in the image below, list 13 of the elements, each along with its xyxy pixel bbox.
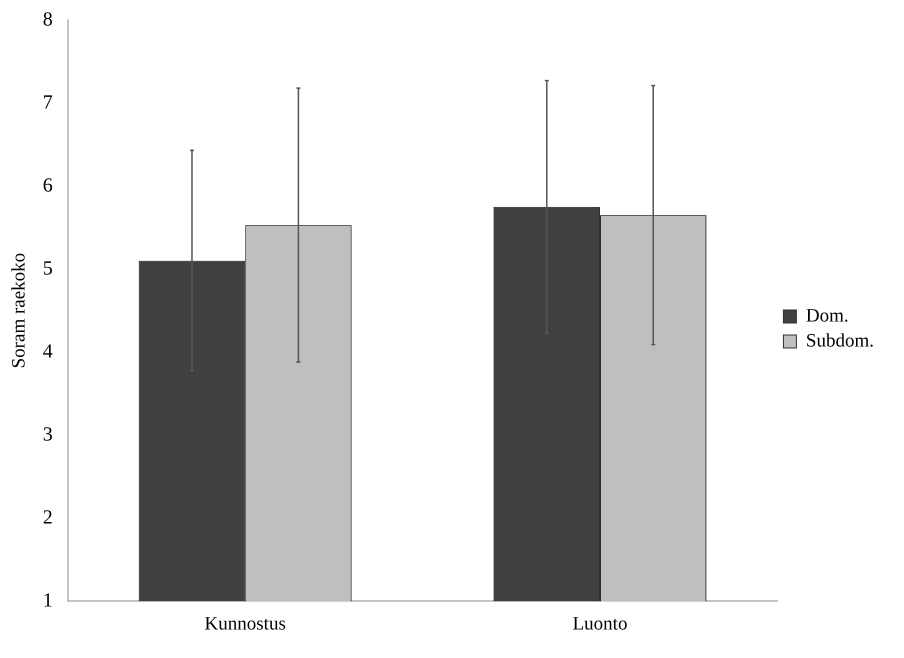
y-tick-label: 3: [42, 423, 53, 446]
legend-label: Subdom.: [806, 330, 874, 352]
y-tick-label: 5: [42, 257, 53, 280]
y-tick-label: 7: [42, 91, 53, 114]
y-tick-label: 2: [42, 506, 53, 528]
y-tick-label: 1: [42, 589, 53, 612]
legend-label: Dom.: [806, 305, 849, 326]
y-tick-label: 8: [42, 8, 53, 30]
y-tick-label: 4: [42, 340, 53, 362]
x-tick-label: Kunnostus: [204, 614, 286, 635]
y-axis-title: Soram raekoko: [8, 252, 30, 368]
y-tick-label: 6: [42, 174, 53, 196]
x-tick-label: Luonto: [572, 614, 628, 635]
